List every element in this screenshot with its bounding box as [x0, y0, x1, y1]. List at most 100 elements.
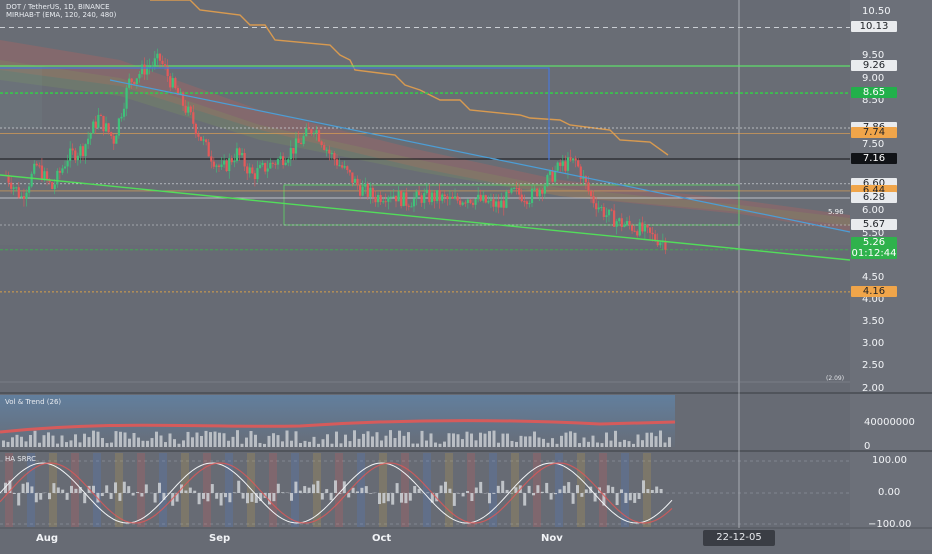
oscillator-bar [545, 483, 548, 493]
candle-body [646, 225, 648, 228]
volume-bar [637, 434, 640, 447]
candle-body [202, 139, 204, 140]
candle-body [541, 190, 543, 194]
low-marker-label: (2.09) [826, 375, 844, 382]
candle-body [241, 153, 243, 155]
candle-body [90, 133, 92, 138]
volume-bar [191, 437, 194, 447]
oscillator-bar [114, 482, 117, 493]
volume-bar [92, 431, 95, 447]
candle-body [374, 197, 376, 202]
candle-body [351, 172, 353, 182]
candle-body [469, 200, 471, 203]
candle-body [338, 165, 340, 166]
oscillator-band [467, 453, 475, 527]
candle-body [100, 115, 102, 116]
oscillator-bar [334, 480, 337, 493]
oscillator-bar [655, 487, 658, 493]
candle-body [259, 165, 261, 168]
oscillator-bar [57, 487, 60, 493]
candle-body [562, 161, 564, 166]
volume-bar [187, 432, 190, 447]
candle-body [313, 133, 315, 134]
candle-body [613, 210, 615, 226]
candle-body [279, 156, 281, 159]
volume-bar [106, 443, 109, 447]
candle-body [143, 65, 145, 75]
oscillator-bar [501, 481, 504, 493]
candle-body [220, 165, 222, 167]
candle-body [23, 196, 25, 199]
candle-body [533, 189, 535, 190]
volume-tick-zero: 0 [864, 441, 870, 452]
price-tag: 8.65 [851, 87, 897, 98]
candle-body [441, 195, 443, 201]
volume-bar [596, 443, 599, 447]
volume-bar [358, 439, 361, 447]
volume-bar [389, 430, 392, 447]
oscillator-bar [440, 486, 443, 493]
volume-bar [263, 444, 266, 447]
candle-body [125, 88, 127, 109]
candle-body [418, 192, 420, 196]
oscillator-bar [453, 493, 456, 506]
volume-bar [461, 439, 464, 447]
oscillator-bar [418, 489, 421, 493]
candle-body [364, 184, 366, 187]
oscillator-bar [611, 487, 614, 493]
volume-bar [493, 431, 496, 447]
candle-body [269, 163, 271, 169]
volume-bar [34, 431, 37, 447]
candle-body [569, 157, 571, 160]
candle-body [195, 124, 197, 134]
candle-body [267, 168, 269, 171]
price-axis-tick: 10.50 [862, 6, 891, 17]
oscillator-bar [585, 489, 588, 493]
volume-bar [515, 442, 518, 447]
candle-body [387, 197, 389, 202]
volume-bar [65, 442, 68, 447]
oscillator-bar [492, 493, 495, 494]
volume-bar [254, 435, 257, 447]
oscillator-bar [13, 493, 16, 494]
candle-body [385, 201, 387, 202]
candle-body [354, 179, 356, 183]
oscillator-bar [277, 484, 280, 493]
volume-bar [425, 441, 428, 447]
oscillator-band [247, 453, 255, 527]
oscillator-band [269, 453, 277, 527]
volume-bar [250, 431, 253, 447]
volume-tick-high: 40000000 [864, 417, 915, 428]
candle-body [36, 164, 38, 166]
price-tag: 4.16 [851, 286, 897, 297]
candle-body [508, 192, 510, 193]
oscillator-bar [26, 482, 29, 493]
candle-body [159, 54, 161, 61]
oscillator-bar [246, 493, 249, 503]
oscillator-bar [506, 490, 509, 493]
oscillator-bar [105, 485, 108, 493]
oscillator-bar [198, 493, 201, 504]
candle-body [161, 61, 163, 64]
candle-body [498, 201, 500, 207]
candle-body [251, 167, 253, 173]
candle-body [46, 171, 48, 179]
candle-body [95, 122, 97, 128]
candle-body [18, 187, 20, 197]
volume-bar [2, 441, 5, 447]
volume-bar [457, 434, 460, 447]
candle-body [659, 242, 661, 245]
price-axis-tick: 2.50 [862, 360, 884, 371]
oscillator-bar [211, 484, 214, 493]
candle-body [72, 149, 74, 151]
oscillator-bar [316, 481, 319, 493]
price-axis-tick: 9.00 [862, 73, 884, 84]
oscillator-bar [448, 489, 451, 493]
oscillator-bar [228, 493, 231, 502]
volume-bar [286, 431, 289, 447]
candle-body [431, 193, 433, 203]
candle-body [10, 183, 12, 189]
candle-body [603, 207, 605, 217]
